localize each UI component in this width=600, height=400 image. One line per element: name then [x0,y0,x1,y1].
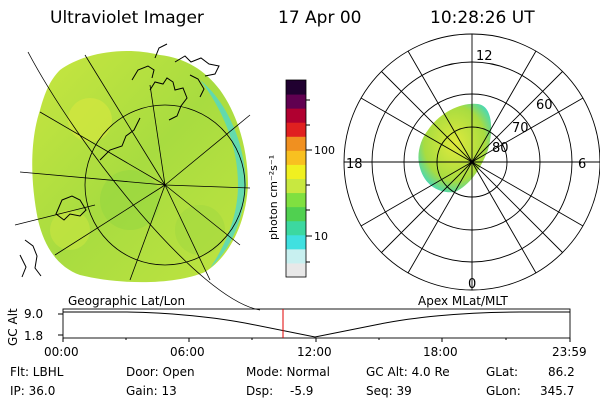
colorbar-tick-label-100: 100 [314,144,335,157]
mlt-label-18: 18 [346,157,363,172]
geo-texture [50,98,225,255]
info-dsp-value: -5.9 [290,384,314,398]
colorbar-unit-label: photon cm⁻²s⁻¹ [267,155,280,240]
mlat-label-70: 70 [512,121,529,136]
mlt-label-0: 0 [468,277,476,292]
colorbar-segment [286,192,306,208]
colorbar-segment [286,164,306,179]
colorbar-segment [286,94,306,109]
info-mode: Mode: Normal [246,365,330,379]
alt-ytick-9: 9.0 [24,307,43,321]
geo-coastlines [19,43,220,278]
geo-fringe [200,80,246,268]
alt-ylabel: GC Alt [6,308,20,346]
info-gcalt: GC Alt: 4.0 Re [366,365,450,379]
info-seq: Seq: 39 [366,384,412,398]
polar-panel-caption: Apex MLat/MLT [418,294,508,308]
colorbar-segment [286,108,306,123]
info-ip: IP: 36.0 [10,384,56,398]
alt-xtick-1200: 12:00 [297,345,332,359]
time-label: 10:28:26 UT [430,8,535,28]
colorbar-segment [286,178,306,194]
mlt-label-6: 6 [578,157,586,172]
info-glat-value: 86.2 [548,365,575,379]
mlt-label-12: 12 [476,49,493,64]
alt-ytick-1.8: 1.8 [24,329,43,343]
alt-xtick-0000: 00:00 [44,345,79,359]
info-dsp-label: Dsp: [246,384,274,398]
info-glon-value: 345.7 [540,384,575,398]
geo-image-panel [14,43,261,311]
colorbar-segment [286,136,306,151]
instrument-title: Ultraviolet Imager [50,8,204,28]
date-label: 17 Apr 00 [278,8,362,28]
info-door: Door: Open [126,365,195,379]
info-filter: Flt: LBHL [10,365,64,379]
colorbar-tick-label-10: 10 [314,230,328,243]
info-gain: Gain: 13 [126,384,177,398]
altitude-curve [63,311,570,338]
colorbar-segment [286,248,306,264]
polar-panel: 12 18 6 0 60 70 80 [343,33,600,292]
geo-grid [14,51,261,311]
colorbar [286,80,306,278]
info-glon-label: GLon: [486,384,521,398]
alt-xtick-0600: 06:00 [170,345,205,359]
colorbar-segment [286,262,306,278]
colorbar-segment [286,150,306,165]
colorbar-segment [286,80,306,95]
colorbar-segment [286,122,306,137]
altitude-plot: Geographic Lat/Lon Apex MLat/MLT 9.0 1.8… [6,294,571,346]
mlat-label-80: 80 [492,141,509,156]
polar-auroral-oval [418,103,492,193]
alt-xtick-2359: 23:59 [552,345,587,359]
geo-panel-caption: Geographic Lat/Lon [68,294,185,308]
colorbar-segment [286,220,306,236]
mlat-label-60: 60 [536,98,553,113]
colorbar-frame [285,79,307,278]
info-glat-label: GLat: [486,365,519,379]
colorbar-segment [286,206,306,222]
polar-grid [344,34,600,290]
alt-xtick-1800: 18:00 [423,345,458,359]
colorbar-segment [286,234,306,250]
